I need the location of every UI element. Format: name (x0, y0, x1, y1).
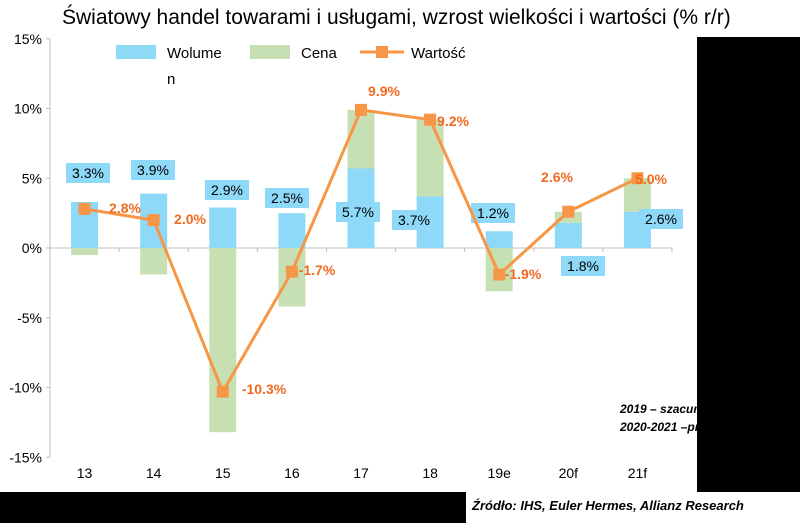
value-marker (424, 113, 437, 126)
source-text: Źródło: IHS, Euler Hermes, Allianz Resea… (472, 498, 744, 513)
value-label: -10.3% (242, 381, 287, 397)
x-tick-label: 19e (488, 465, 512, 481)
value-label: -1.7% (299, 262, 336, 278)
x-tick-label: 16 (284, 465, 300, 481)
price-bar (209, 248, 237, 433)
value-label: 2.8% (109, 200, 141, 216)
value-marker (78, 202, 91, 215)
volume-label-box (205, 180, 249, 200)
legend-label: n (167, 71, 175, 88)
y-tick-label: 15% (14, 31, 42, 47)
x-tick-label: 21f (628, 465, 648, 481)
price-bar (416, 119, 444, 197)
legend-label: Cena (301, 45, 338, 62)
volume-label: 5.7% (342, 204, 374, 220)
volume-label-box (66, 163, 110, 183)
volume-label-box (392, 210, 436, 230)
volume-label: 2.6% (645, 211, 677, 227)
volume-label: 2.9% (211, 182, 243, 198)
y-tick-label: -5% (17, 310, 42, 326)
volume-label-box (265, 188, 309, 208)
volume-bar (485, 231, 513, 248)
source-box (466, 492, 800, 523)
x-tick-label: 18 (422, 465, 438, 481)
x-tick-label: 17 (353, 465, 369, 481)
value-label: 9.9% (368, 83, 400, 99)
value-marker (147, 214, 160, 227)
volume-bar (278, 213, 306, 248)
value-marker (355, 103, 367, 116)
legend-marker (376, 46, 388, 58)
x-tick-label: 20f (559, 465, 579, 481)
value-marker (285, 265, 298, 278)
forecast-note: 2020-2021 –prognozy (620, 420, 742, 434)
x-tick-label: 14 (146, 465, 162, 481)
volume-label-box (561, 256, 605, 276)
y-tick-label: -10% (9, 380, 42, 396)
value-label: 2.0% (174, 211, 206, 227)
value-marker (562, 205, 575, 218)
y-tick-label: -15% (9, 449, 42, 465)
volume-label: 1.8% (567, 258, 599, 274)
volume-label: 3.3% (72, 165, 104, 181)
value-marker (631, 172, 644, 185)
price-bar (347, 109, 375, 169)
volume-label-box (639, 209, 683, 229)
legend-label: Wolume (167, 45, 222, 62)
y-tick-label: 5% (22, 170, 42, 186)
volume-label-box (471, 203, 515, 223)
volume-bar (209, 207, 237, 248)
estimate-note: 2019 – szacunki (620, 402, 711, 416)
value-label: 2.6% (541, 169, 573, 185)
volume-bar (554, 222, 582, 248)
price-bar (71, 248, 99, 255)
volume-label: 2.5% (271, 190, 303, 206)
volume-label-box (131, 160, 175, 180)
value-marker (216, 385, 229, 398)
volume-label-box (336, 202, 380, 222)
legend-swatch (116, 45, 156, 59)
volume-label: 3.7% (398, 212, 430, 228)
value-label: -1.9% (505, 266, 542, 282)
chart-title: Światowy handel towarami i usługami, wzr… (62, 6, 731, 29)
y-tick-label: 0% (22, 240, 42, 256)
price-bar (140, 248, 168, 275)
volume-label: 1.2% (477, 205, 509, 221)
volume-label: 3.9% (137, 162, 169, 178)
x-tick-label: 15 (215, 465, 231, 481)
title-strip (697, 0, 800, 37)
value-label: 5.0% (635, 171, 667, 187)
x-tick-label: 13 (77, 465, 93, 481)
y-tick-label: 10% (14, 101, 42, 117)
value-label: 9.2% (437, 113, 469, 129)
legend-label: Wartość (411, 45, 466, 62)
legend-swatch (250, 45, 290, 59)
value-marker (493, 268, 506, 281)
